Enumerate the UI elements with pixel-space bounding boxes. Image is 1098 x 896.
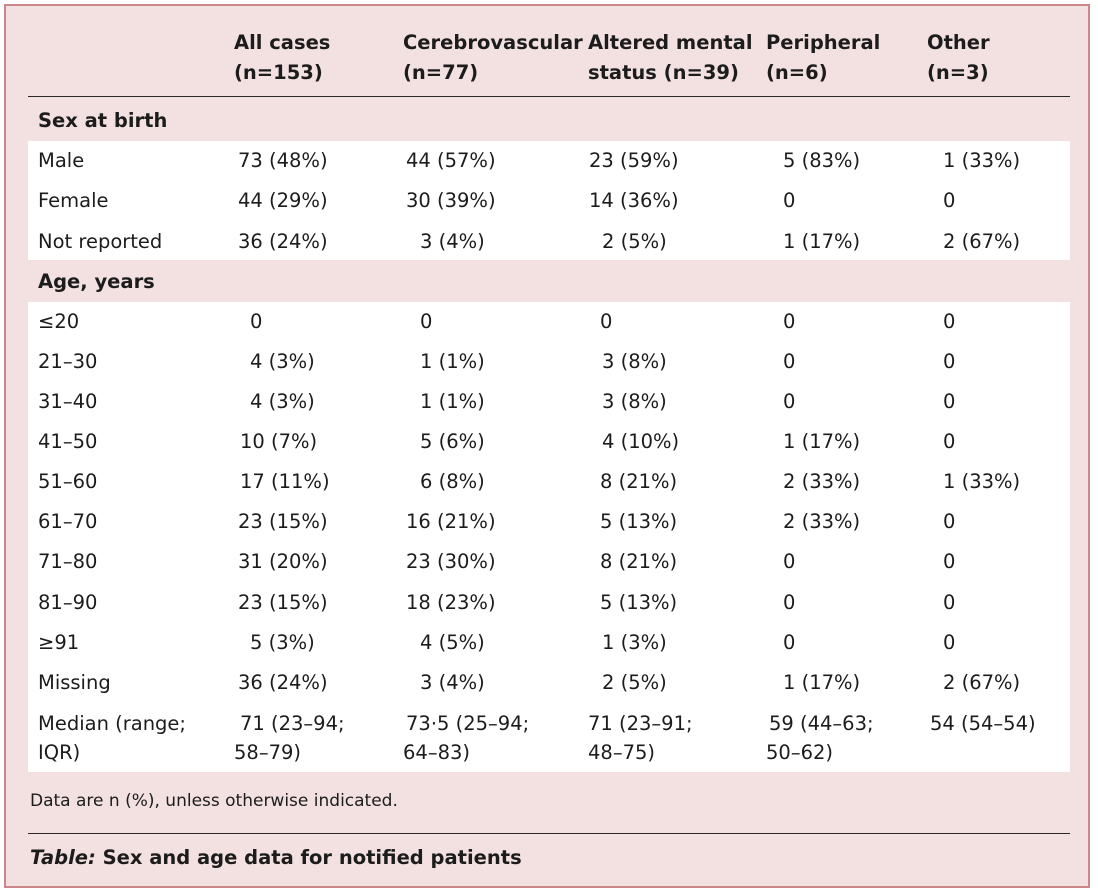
table-cell: 18 (23%) — [406, 591, 496, 614]
table-cell: 0 — [943, 510, 956, 533]
table-cell: 0 — [943, 631, 956, 654]
table-cell: 4 (10%) — [602, 430, 680, 453]
table-cell: 0 — [783, 550, 796, 573]
table-cell: 36 (24%) — [238, 671, 328, 694]
sex-rows-band — [28, 141, 1070, 260]
row-label-median: Median (range; IQR) — [38, 712, 187, 764]
table-cell: 5 (13%) — [600, 510, 678, 533]
table-cell: 2 (67%) — [943, 230, 1021, 253]
table-cell: 0 — [783, 631, 796, 654]
table-cell: 0 — [250, 310, 263, 333]
table-cell: 4 (5%) — [420, 631, 485, 654]
table-cell: 5 (6%) — [420, 430, 485, 453]
table-cell: 0 — [943, 430, 956, 453]
row-label-age-71-80: 71–80 — [38, 550, 98, 573]
table-cell: 23 (15%) — [238, 510, 328, 533]
table-cell: 30 (39%) — [406, 189, 496, 212]
table-cell: 17 (11%) — [240, 470, 330, 493]
row-label-age-41-50: 41–50 — [38, 430, 98, 453]
table-cell: 1 (1%) — [420, 350, 485, 373]
table-cell: 0 — [783, 310, 796, 333]
table-cell: 0 — [783, 390, 796, 413]
row-label-age-le-20: ≤20 — [38, 310, 80, 333]
table-cell: 23 (15%) — [238, 591, 328, 614]
table-cell: 2 (5%) — [602, 230, 667, 253]
row-label-female: Female — [38, 189, 109, 212]
row-label-male: Male — [38, 149, 85, 172]
column-header-other: Other (n=3) — [927, 31, 990, 84]
table-cell: 0 — [783, 591, 796, 614]
section-title-age: Age, years — [38, 270, 155, 293]
table-cell: 0 — [943, 550, 956, 573]
table-cell: 2 (67%) — [943, 671, 1021, 694]
table-cell: 23 (59%) — [589, 149, 679, 172]
table-cell: 5 (83%) — [783, 149, 861, 172]
row-label-age-81-90: 81–90 — [38, 591, 98, 614]
table-cell: 8 (21%) — [600, 470, 678, 493]
table-cell: 2 (5%) — [602, 671, 667, 694]
table-cell: 16 (21%) — [406, 510, 496, 533]
table-caption-text: Sex and age data for notified patients — [95, 846, 522, 869]
column-header-all-cases: All cases (n=153) — [234, 31, 331, 84]
column-header-peripheral: Peripheral (n=6) — [766, 31, 881, 84]
table-cell: 3 (8%) — [602, 390, 667, 413]
table-cell: 36 (24%) — [238, 230, 328, 253]
table-cell: 1 (33%) — [943, 470, 1021, 493]
table-cell: 1 (17%) — [783, 430, 861, 453]
table-cell: 1 (1%) — [420, 390, 485, 413]
table-cell: 4 (3%) — [250, 390, 315, 413]
table-cell: 1 (17%) — [783, 230, 861, 253]
table-cell: 1 (3%) — [602, 631, 667, 654]
table-cell: 3 (8%) — [602, 350, 667, 373]
table-cell: 8 (21%) — [600, 550, 678, 573]
table-cell: 0 — [600, 310, 613, 333]
table-cell: 0 — [943, 591, 956, 614]
table-cell: 4 (3%) — [250, 350, 315, 373]
column-header-altered-mental-status: Altered mental status (n=39) — [588, 31, 753, 84]
table-cell: 10 (7%) — [240, 430, 318, 453]
column-header-cerebrovascular: Cerebrovascular (n=77) — [403, 31, 583, 84]
table-cell: 0 — [943, 350, 956, 373]
caption-rule — [28, 833, 1070, 834]
header-rule — [28, 96, 1070, 97]
table-cell: 73·5 (25–94; 64–83) — [403, 712, 530, 764]
table-caption: Table: Sex and age data for notified pat… — [30, 844, 522, 872]
table-cell: 31 (20%) — [238, 550, 328, 573]
row-label-age-31-40: 31–40 — [38, 390, 98, 413]
table-cell: 44 (57%) — [406, 149, 496, 172]
table-cell: 5 (13%) — [600, 591, 678, 614]
table-cell: 6 (8%) — [420, 470, 485, 493]
table-cell: 3 (4%) — [420, 671, 485, 694]
table-footnote: Data are n (%), unless otherwise indicat… — [30, 791, 398, 811]
table-cell: 14 (36%) — [589, 189, 679, 212]
table-cell: 3 (4%) — [420, 230, 485, 253]
row-label-not-reported: Not reported — [38, 230, 163, 253]
table-cell: 0 — [943, 390, 956, 413]
table-cell: 0 — [783, 189, 796, 212]
table-cell: 0 — [783, 350, 796, 373]
table-cell: 23 (30%) — [406, 550, 496, 573]
table-cell: 59 (44–63; 50–62) — [766, 712, 874, 764]
row-label-age-ge-91: ≥91 — [38, 631, 80, 654]
row-label-age-21-30: 21–30 — [38, 350, 98, 373]
age-rows-band — [28, 302, 1070, 772]
table-cell: 73 (48%) — [238, 149, 328, 172]
table-cell: 1 (33%) — [943, 149, 1021, 172]
table-cell: 0 — [943, 189, 956, 212]
row-label-age-51-60: 51–60 — [38, 470, 98, 493]
table-cell: 5 (3%) — [250, 631, 315, 654]
row-label-age-61-70: 61–70 — [38, 510, 98, 533]
section-title-sex-at-birth: Sex at birth — [38, 109, 168, 132]
table-caption-prefix: Table: — [30, 846, 96, 869]
table-cell: 54 (54–54) — [930, 712, 1036, 735]
table-cell: 0 — [943, 310, 956, 333]
table-cell: 0 — [420, 310, 433, 333]
table-cell: 2 (33%) — [783, 510, 861, 533]
row-label-missing: Missing — [38, 671, 111, 694]
table-cell: 44 (29%) — [238, 189, 328, 212]
table-cell: 2 (33%) — [783, 470, 861, 493]
table-cell: 1 (17%) — [783, 671, 861, 694]
table-cell: 71 (23–94; 58–79) — [234, 712, 345, 764]
table-cell: 71 (23–91; 48–75) — [588, 712, 693, 764]
